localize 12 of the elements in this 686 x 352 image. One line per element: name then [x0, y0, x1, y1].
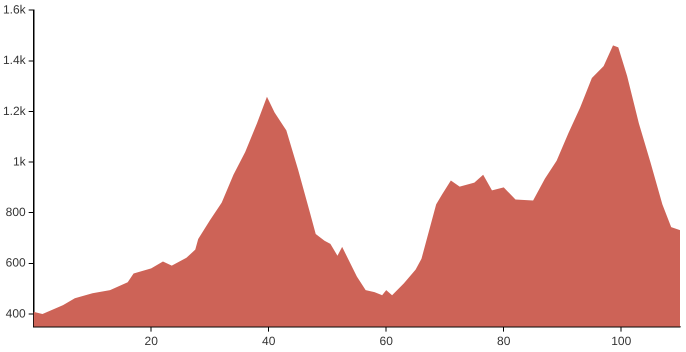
x-tick-label: 100 — [611, 334, 632, 348]
x-tick-label: 40 — [262, 334, 276, 348]
x-tick-label: 80 — [497, 334, 511, 348]
y-tick-label: 1.2k — [2, 104, 27, 118]
y-tick-label: 1.4k — [2, 53, 27, 68]
y-tick-label: 800 — [6, 205, 26, 220]
x-tick-label: 20 — [144, 334, 158, 348]
y-tick-label: 1k — [12, 154, 27, 168]
y-tick-label: 600 — [6, 256, 26, 270]
x-tick-label: 60 — [380, 334, 394, 348]
y-tick-label: 1.6k — [2, 2, 27, 17]
y-tick-label: 400 — [6, 306, 26, 320]
